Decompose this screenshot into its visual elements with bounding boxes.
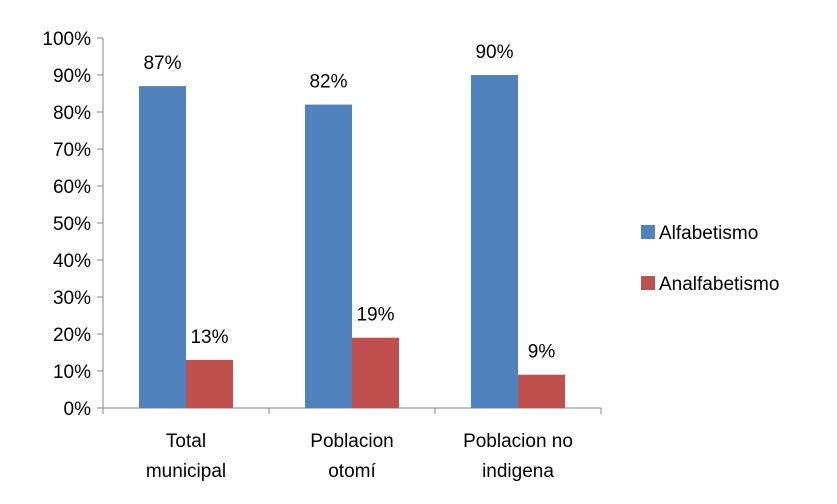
y-tick-label: 80% <box>53 103 91 124</box>
data-labels: 87% 13% 82% 19% 90% 9% <box>143 42 555 363</box>
x-category-label: Poblacion <box>310 431 393 452</box>
y-tick-label: 70% <box>53 140 91 161</box>
x-category-label: Poblacion no <box>463 431 573 452</box>
y-tick-label: 0% <box>64 399 92 420</box>
data-label: 19% <box>356 305 394 326</box>
bar-analfabetismo <box>186 359 233 408</box>
bar-alfabetismo <box>471 75 518 408</box>
x-category-label: otomí <box>328 461 376 482</box>
y-tick-label: 20% <box>53 325 91 346</box>
bars <box>139 75 565 408</box>
data-label: 90% <box>475 42 513 63</box>
data-label: 82% <box>309 72 347 93</box>
y-tick-label: 60% <box>53 177 91 198</box>
x-category-label: Total <box>166 431 206 452</box>
bar-analfabetismo <box>352 337 399 408</box>
legend-label: Analfabetismo <box>659 274 779 295</box>
legend: Alfabetismo Analfabetismo <box>641 223 779 295</box>
y-tick-label: 90% <box>53 66 91 87</box>
axes: 0% 10% 20% 30% 40% 50% 60% 70% 80% 90% 100% Total mu… <box>42 29 602 482</box>
x-category-label: municipal <box>146 461 226 482</box>
bar-alfabetismo <box>139 86 186 408</box>
bar-alfabetismo <box>305 104 352 408</box>
legend-swatch <box>641 276 655 290</box>
legend-label: Alfabetismo <box>659 223 758 244</box>
y-tick-label: 30% <box>53 288 91 309</box>
y-tick-label: 100% <box>42 29 91 50</box>
data-label: 87% <box>143 53 181 74</box>
data-label: 13% <box>190 327 228 348</box>
legend-swatch <box>641 225 655 239</box>
y-tick-label: 50% <box>53 214 91 235</box>
y-tick-label: 40% <box>53 251 91 272</box>
x-category-label: indigena <box>482 461 554 482</box>
bar-analfabetismo <box>518 374 565 408</box>
y-tick-label: 10% <box>53 362 91 383</box>
data-label: 9% <box>528 342 556 363</box>
